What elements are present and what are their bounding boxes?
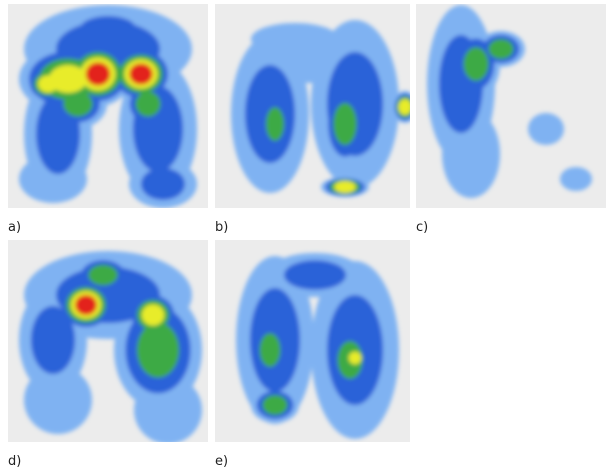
density-level	[334, 181, 356, 193]
density-level	[80, 16, 136, 42]
density-level	[333, 102, 357, 146]
heatmap	[416, 4, 606, 208]
panel-label: b)	[215, 220, 228, 235]
density-level	[75, 295, 97, 315]
density-level	[88, 264, 118, 286]
heatmap	[8, 4, 208, 208]
density-level	[141, 168, 185, 200]
density-level	[284, 260, 346, 290]
density-blobs	[236, 253, 399, 439]
heatmap	[215, 240, 410, 442]
density-level	[528, 113, 564, 145]
density-blobs	[19, 251, 202, 442]
density-level	[259, 333, 281, 367]
density-level	[442, 110, 500, 198]
density-level	[141, 304, 165, 326]
density-level	[251, 23, 339, 55]
heatmap	[8, 240, 208, 442]
density-level	[488, 39, 514, 59]
density-level	[85, 62, 111, 86]
heatmap-panels	[8, 4, 606, 442]
density-level	[348, 351, 362, 365]
density-level	[49, 65, 87, 93]
density-blobs	[427, 5, 592, 198]
density-level	[63, 91, 93, 117]
density-blobs	[231, 20, 410, 197]
density-level	[135, 91, 161, 117]
density-level	[265, 107, 285, 141]
density-level	[398, 99, 410, 115]
density-blobs	[19, 5, 197, 208]
density-level	[38, 75, 58, 93]
heatmap	[215, 4, 410, 208]
panel-label: c)	[416, 220, 428, 235]
density-level	[24, 366, 92, 434]
density-level	[463, 47, 489, 81]
density-level	[560, 167, 592, 191]
panel-label: d)	[8, 454, 21, 469]
density-level	[129, 63, 153, 85]
density-level	[134, 376, 202, 442]
density-level	[136, 322, 180, 378]
density-level	[262, 395, 288, 415]
panel-label: e)	[215, 454, 228, 469]
panel-label: a)	[8, 220, 21, 235]
density-level	[31, 306, 75, 374]
